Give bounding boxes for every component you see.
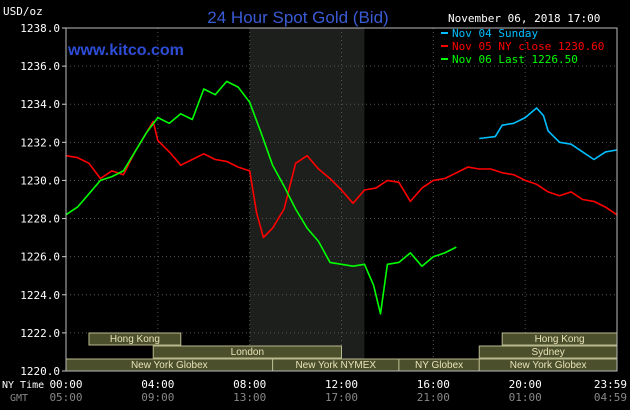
y-tick-label: 1228.0 (20, 213, 60, 226)
y-tick-label: 1224.0 (20, 289, 60, 302)
session-label: New York Globex (510, 360, 587, 371)
x-tick-label-ny: 08:00 (233, 378, 266, 391)
shaded-session-region (249, 28, 365, 371)
x-tick-label-ny: 04:00 (141, 378, 174, 391)
x-tick-label-ny: 12:00 (325, 378, 358, 391)
series-line-nov05 (65, 120, 618, 239)
x-tick-label-gmt: 09:00 (141, 391, 174, 404)
legend-label-sunday: Nov 04 Sunday (452, 27, 538, 40)
y-tick-label: 1220.0 (20, 365, 60, 378)
legend-label-nov05: Nov 05 NY close 1230.60 (452, 40, 604, 53)
session-label: Sydney (531, 347, 564, 358)
x-tick-label-ny: 20:00 (509, 378, 542, 391)
session-label: New York NYMEX (295, 360, 376, 371)
session-band (152, 345, 342, 359)
gmt-label: GMT (10, 393, 28, 404)
legend: Nov 04 Sunday Nov 05 NY close 1230.60 No… (441, 27, 604, 66)
y-tick-label: 1230.0 (20, 174, 60, 187)
watermark-url: www.kitco.com (67, 42, 184, 59)
x-tick-label-gmt: 05:00 (49, 391, 82, 404)
series-line-nov04 (479, 107, 617, 161)
chart-title: 24 Hour Spot Gold (Bid) (207, 8, 388, 27)
x-tick-label-gmt: 01:00 (509, 391, 542, 404)
session-label: NY Globex (415, 360, 463, 371)
session-label: London (231, 347, 264, 358)
session-label: Hong Kong (110, 334, 160, 345)
y-tick-label: 1236.0 (20, 60, 60, 73)
ny-time-label: NY Time (2, 380, 44, 391)
x-tick-label-gmt: 13:00 (233, 391, 266, 404)
x-tick-label-gmt: 21:00 (417, 391, 450, 404)
session-label: New York Globex (131, 360, 208, 371)
x-tick-label-ny: 23:59 (594, 378, 627, 391)
y-tick-label: 1234.0 (20, 98, 60, 111)
x-tick-label-gmt: 04:59 (594, 391, 627, 404)
y-tick-label: 1238.0 (20, 22, 60, 35)
plot-border (65, 27, 618, 372)
date-timestamp: November 06, 2018 17:00 (448, 12, 600, 25)
series-line-nov06 (65, 80, 457, 315)
y-tick-label: 1232.0 (20, 136, 60, 149)
x-tick-label-ny: 00:00 (49, 378, 82, 391)
y-tick-label: 1222.0 (20, 327, 60, 340)
session-label: Hong Kong (535, 334, 585, 345)
y-tick-label: 1226.0 (20, 251, 60, 264)
legend-label-nov06: Nov 06 Last 1226.50 (452, 53, 578, 66)
x-tick-label-gmt: 17:00 (325, 391, 358, 404)
x-tick-label-ny: 16:00 (417, 378, 450, 391)
y-axis-unit-label: USD/oz (3, 5, 43, 18)
session-band (88, 332, 182, 346)
